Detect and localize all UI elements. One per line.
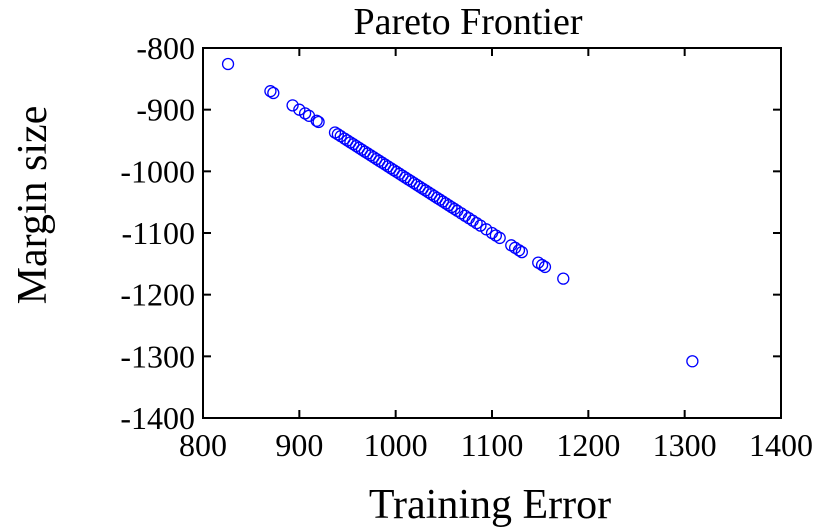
y-axis: -800 -900 -1000 -1100 -1200 -1300 -1400 — [120, 30, 781, 436]
data-points — [221, 57, 699, 368]
data-point — [493, 231, 506, 245]
y-tick-label: -1200 — [120, 277, 195, 313]
x-tick-label: 1100 — [461, 427, 524, 463]
x-axis-label: Training Error — [369, 482, 611, 528]
data-point — [489, 229, 503, 242]
data-point — [462, 212, 476, 225]
chart-title: Pareto Frontier — [353, 1, 582, 43]
y-tick-label: -1400 — [120, 400, 195, 436]
x-tick-label: 1200 — [556, 427, 620, 463]
data-point — [221, 57, 235, 71]
y-tick-label: -900 — [136, 92, 195, 128]
x-tick-label: 1000 — [364, 427, 428, 463]
data-point — [267, 86, 280, 100]
data-point — [470, 216, 483, 230]
x-tick-label: 800 — [179, 427, 227, 463]
data-point — [538, 260, 552, 274]
data-point — [515, 245, 529, 259]
data-point — [557, 272, 570, 285]
data-point — [686, 355, 699, 368]
x-axis: 800 900 1000 1100 1200 1300 1400 — [179, 48, 813, 463]
data-point — [302, 109, 316, 122]
data-point — [505, 239, 518, 252]
x-tick-label: 900 — [275, 427, 323, 463]
x-tick-label: 1300 — [653, 427, 717, 463]
y-tick-label: -800 — [136, 30, 195, 66]
data-point — [466, 214, 479, 227]
x-tick-label: 1400 — [749, 427, 813, 463]
data-point — [535, 258, 549, 272]
y-tick-label: -1100 — [122, 215, 195, 251]
data-point — [448, 202, 461, 216]
y-axis-label: Margin size — [10, 106, 56, 305]
data-point — [286, 99, 299, 112]
data-point — [310, 114, 323, 127]
data-point — [331, 128, 345, 141]
data-point — [458, 209, 472, 222]
plot-frame — [202, 47, 782, 419]
data-point — [264, 85, 277, 98]
y-tick-label: -1000 — [120, 153, 195, 189]
y-tick-label: -1300 — [120, 338, 195, 374]
data-point — [512, 244, 526, 257]
data-point — [312, 115, 325, 129]
